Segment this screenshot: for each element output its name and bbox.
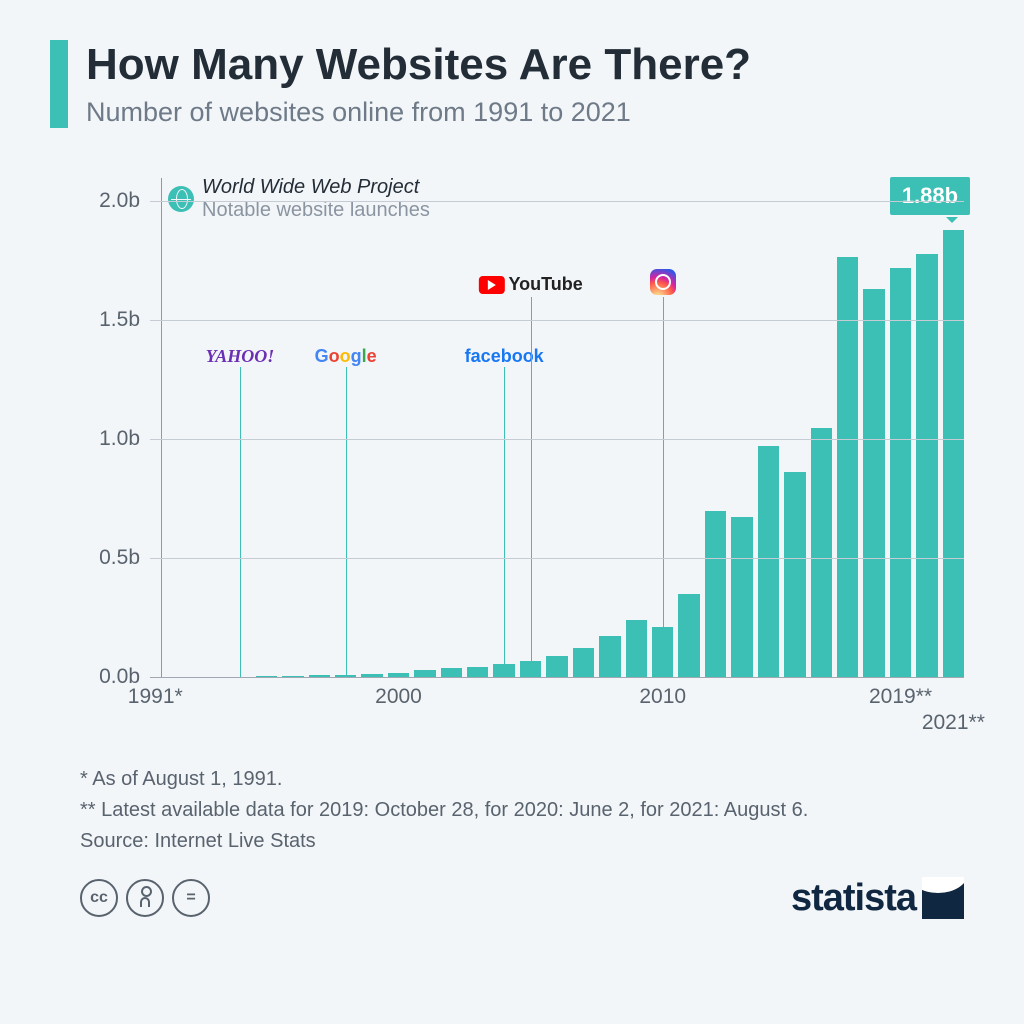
gridline xyxy=(150,320,964,321)
bar xyxy=(546,656,567,676)
chart-subtitle: Number of websites online from 1991 to 2… xyxy=(86,97,751,128)
bar-slot xyxy=(282,178,303,677)
bar-slot xyxy=(705,178,726,677)
bar-slot: 2021**1.88b xyxy=(943,178,964,677)
bar-slot xyxy=(784,178,805,677)
bar-slot xyxy=(731,178,752,677)
bar xyxy=(282,676,303,677)
chart-area: World Wide Web Project Notable website l… xyxy=(80,178,964,738)
y-axis-label: 0.0b xyxy=(80,665,140,689)
bar xyxy=(361,674,382,677)
bar xyxy=(441,668,462,677)
gridline xyxy=(150,201,964,202)
marker-line xyxy=(504,367,505,676)
x-axis-label: 2010 xyxy=(639,685,686,709)
cc-nd-icon: = xyxy=(172,879,210,917)
marker-line xyxy=(531,297,532,676)
statista-text: statista xyxy=(791,877,916,920)
bar-slot xyxy=(916,178,937,677)
footnotes: * As of August 1, 1991. ** Latest availa… xyxy=(80,764,974,857)
bar-slot xyxy=(546,178,567,677)
gridline xyxy=(150,558,964,559)
bar xyxy=(943,230,964,677)
bar xyxy=(784,472,805,677)
bar-slot xyxy=(811,178,832,677)
license-icons: cc = xyxy=(80,879,210,917)
bar xyxy=(916,254,937,677)
bar-slot xyxy=(837,178,858,677)
bar-slot xyxy=(414,178,435,677)
bar-slot: 1991* xyxy=(150,178,171,677)
gridline xyxy=(150,439,964,440)
cc-by-icon xyxy=(126,879,164,917)
marker-label-instagram xyxy=(650,269,676,295)
bar xyxy=(388,673,409,677)
bar-slot: 2010 xyxy=(652,178,673,677)
bar xyxy=(758,446,779,676)
value-callout: 1.88b xyxy=(890,177,970,215)
bar-slot: YAHOO! xyxy=(229,178,250,677)
bar-slot xyxy=(441,178,462,677)
cc-icon: cc xyxy=(80,879,118,917)
marker-line xyxy=(663,297,664,676)
footnote-2: ** Latest available data for 2019: Octob… xyxy=(80,795,974,826)
bar xyxy=(863,289,884,676)
bar xyxy=(731,517,752,677)
y-axis-label: 1.0b xyxy=(80,427,140,451)
bar xyxy=(467,667,488,677)
bar-slot xyxy=(361,178,382,677)
x-axis-label: 2021** xyxy=(922,711,985,735)
bar xyxy=(309,675,330,676)
bar xyxy=(573,648,594,677)
bars-container: 1991* YAHOO! Google 2000 facebook YouTube 2010… xyxy=(150,178,964,677)
bar xyxy=(678,594,699,676)
y-axis-label: 2.0b xyxy=(80,189,140,213)
bar-slot xyxy=(467,178,488,677)
bar-slot xyxy=(203,178,224,677)
bar-slot xyxy=(599,178,620,677)
bar-slot xyxy=(863,178,884,677)
bar xyxy=(599,636,620,677)
bar-slot: YouTube xyxy=(520,178,541,677)
x-axis-label: 2019** xyxy=(869,685,932,709)
title-accent-bar xyxy=(50,40,68,128)
bar-slot xyxy=(758,178,779,677)
bar xyxy=(890,268,911,677)
marker-line xyxy=(346,367,347,676)
footnote-3: Source: Internet Live Stats xyxy=(80,826,974,857)
footer: cc = statista xyxy=(80,877,964,920)
bar-slot: 2000 xyxy=(388,178,409,677)
y-axis-label: 1.5b xyxy=(80,308,140,332)
chart-title: How Many Websites Are There? xyxy=(86,40,751,91)
bar xyxy=(811,428,832,676)
x-axis-label: 2000 xyxy=(375,685,422,709)
bar xyxy=(705,511,726,677)
bar-slot xyxy=(626,178,647,677)
plot-area: 1991* YAHOO! Google 2000 facebook YouTube 2010… xyxy=(150,178,964,678)
bar-slot xyxy=(573,178,594,677)
instagram-icon xyxy=(650,269,676,295)
y-axis-label: 0.5b xyxy=(80,546,140,570)
chart-header: How Many Websites Are There? Number of w… xyxy=(50,40,974,128)
youtube-icon xyxy=(478,276,504,294)
bar-slot xyxy=(176,178,197,677)
bar-slot: Google xyxy=(335,178,356,677)
footnote-1: * As of August 1, 1991. xyxy=(80,764,974,795)
statista-logo: statista xyxy=(791,877,964,920)
bar xyxy=(626,620,647,677)
bar-slot: 2019** xyxy=(890,178,911,677)
bar-slot xyxy=(309,178,330,677)
statista-wave-icon xyxy=(922,877,964,919)
bar-slot xyxy=(256,178,277,677)
bar xyxy=(414,670,435,677)
bar-slot xyxy=(678,178,699,677)
bar-slot: facebook xyxy=(493,178,514,677)
marker-line xyxy=(240,367,241,676)
marker-line xyxy=(161,178,162,677)
